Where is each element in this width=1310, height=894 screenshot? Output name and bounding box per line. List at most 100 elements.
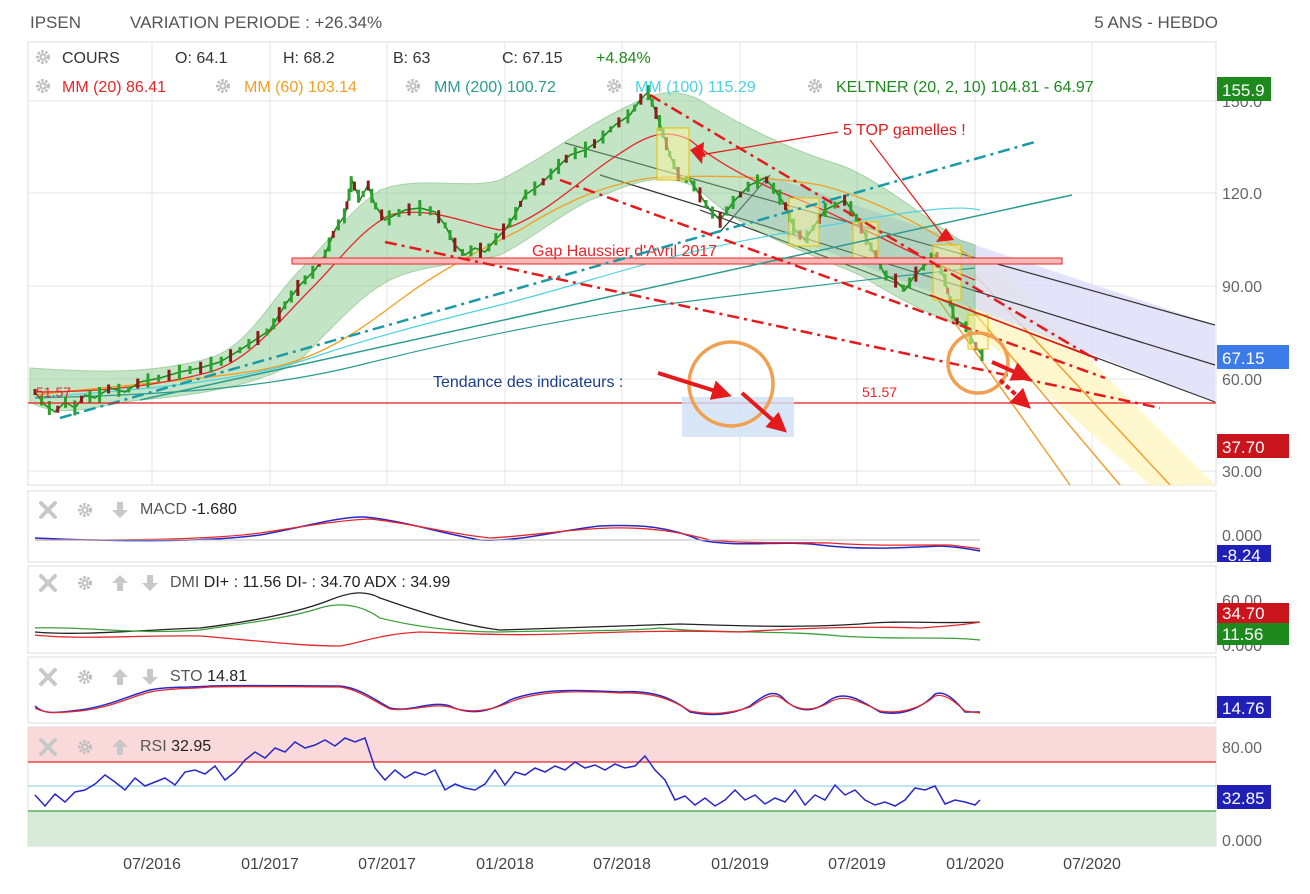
candle (541, 178, 545, 186)
last-price-circle (946, 331, 1010, 395)
x-tick-label: 07/2020 (1063, 856, 1121, 873)
candle (460, 248, 464, 256)
candle (107, 384, 111, 394)
candle (914, 266, 918, 282)
x-tick-label: 01/2019 (711, 856, 769, 873)
candle (303, 275, 307, 285)
candle (650, 98, 654, 107)
candle (272, 318, 276, 330)
macd-panel (27, 490, 1217, 563)
candle (508, 218, 512, 228)
candle (564, 154, 568, 163)
rsi-tick-0: 0.000 (1222, 833, 1262, 850)
ticker-title: IPSEN (30, 13, 81, 32)
candle (238, 347, 242, 354)
period-variation: VARIATION PERIODE : +26.34% (130, 13, 382, 32)
candle (833, 201, 837, 209)
candle (209, 356, 213, 373)
candle (711, 206, 715, 219)
top-markers (656, 127, 989, 350)
rsi-badge (1217, 785, 1271, 809)
dmi-minus-badge (1217, 603, 1289, 623)
candle (374, 202, 378, 210)
adx-line (34, 592, 981, 634)
candle (127, 386, 131, 393)
svg-text:60.00: 60.00 (1222, 372, 1262, 389)
rsi-label: RSI 32.95 (140, 738, 211, 755)
high-price-value: 155.9 (1222, 81, 1265, 100)
candle (980, 349, 984, 361)
candle (349, 176, 353, 193)
candle (98, 386, 102, 403)
sto-panel (27, 656, 1217, 724)
dmi-minus-badge-value: 34.70 (1222, 604, 1265, 623)
candle (366, 180, 370, 191)
candle (494, 233, 498, 246)
mm20-line (34, 133, 976, 393)
candle (524, 189, 528, 200)
candle (296, 279, 300, 296)
svg-text:30.00: 30.00 (1222, 464, 1262, 481)
candle (894, 273, 898, 288)
candle (327, 237, 331, 252)
macd-label: MACD -1.680 (140, 501, 237, 518)
tendance-box (682, 397, 794, 437)
candle (428, 206, 432, 216)
di-plus-line (34, 604, 981, 641)
candle (33, 389, 37, 395)
uptrend-line (139, 194, 1073, 401)
candle (731, 195, 735, 209)
candle (117, 383, 121, 397)
candle (418, 200, 422, 217)
candle (951, 304, 955, 319)
keltner-legend: KELTNER (20, 2, 10) 104.81 - 64.97 (836, 79, 1094, 96)
candle (901, 284, 905, 292)
downtrend-dashdot-3 (649, 93, 1101, 364)
candle (277, 307, 281, 323)
candle (56, 405, 60, 413)
sto-badge (1217, 696, 1271, 718)
candle (772, 182, 776, 194)
candle (755, 174, 759, 189)
candle (583, 141, 587, 158)
candle (323, 249, 327, 260)
candle (199, 361, 203, 374)
cours-open: O: 64.1 (175, 50, 228, 67)
dmi-plus-badge-value: 11.56 (1222, 625, 1263, 644)
price-line (34, 90, 983, 414)
candle (718, 211, 722, 228)
svg-text:90.00: 90.00 (1222, 279, 1262, 296)
candle (64, 396, 68, 408)
candle (519, 200, 523, 207)
sto-badge-value: 14.76 (1222, 699, 1265, 718)
candle (601, 130, 605, 144)
candle (533, 181, 537, 196)
candle (336, 219, 340, 231)
candle (573, 147, 577, 160)
candle (778, 189, 782, 205)
candle (188, 365, 192, 374)
candle (626, 109, 630, 124)
candle (453, 237, 457, 252)
candle (347, 188, 351, 201)
support-label-left: 51.57 (36, 384, 71, 400)
candle (370, 188, 374, 203)
tendance-arrow-2 (740, 391, 788, 433)
x-tick-label: 07/2018 (593, 856, 651, 873)
support-label-right: 51.57 (862, 384, 897, 400)
rsi-tick-80: 80.00 (1222, 740, 1262, 757)
candle (397, 209, 401, 218)
sto-label: STO 14.81 (170, 668, 247, 685)
uptrend-dashdot (59, 140, 1036, 420)
candle (617, 117, 621, 128)
cours-high: H: 68.2 (283, 50, 335, 67)
mm200-line (34, 267, 976, 399)
candle (639, 93, 643, 105)
candle (948, 296, 952, 307)
cours-change: +4.84% (596, 50, 651, 67)
macd-tick-zero: 0.000 (1222, 528, 1262, 545)
candle (955, 317, 959, 325)
candle (387, 210, 391, 226)
svg-text:120.0: 120.0 (1222, 186, 1262, 203)
